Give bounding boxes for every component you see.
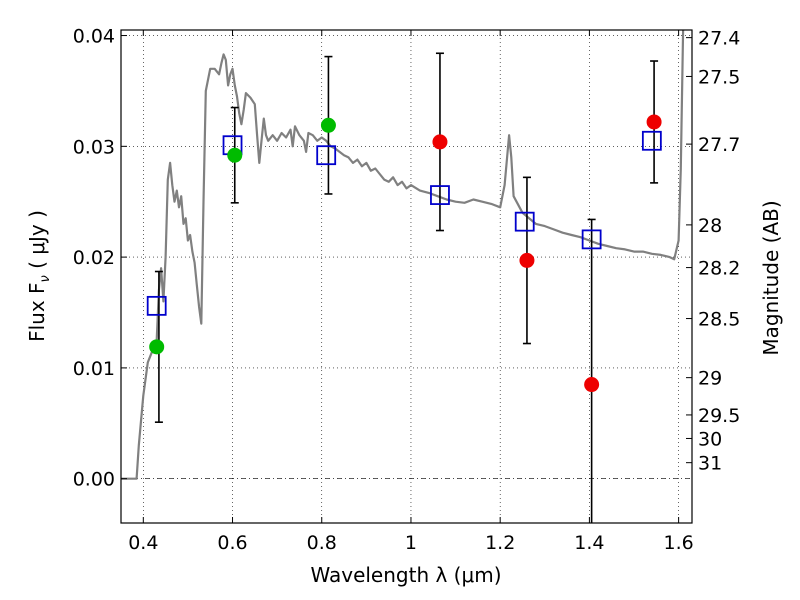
grid-lines xyxy=(121,30,692,523)
x-tick-label: 1.6 xyxy=(664,532,694,554)
observed-flux-point xyxy=(227,147,243,163)
y-tick-label: 0.02 xyxy=(73,247,115,269)
model-flux-square xyxy=(430,185,450,205)
x-tick-label: 0.8 xyxy=(307,532,337,554)
y2-axis-label: Magnitude (AB) xyxy=(759,200,783,355)
magnitude-axis-ticks: 27.4 27.5 27.7 28 28.2 28.5 29 29.530 31 xyxy=(686,28,740,475)
magnitude-tick-label: 31 xyxy=(698,453,722,475)
observed-flux-point xyxy=(519,252,535,268)
y-axis-label: Flux Fν ( μJy ) xyxy=(25,210,53,342)
magnitude-tick-label: 29 xyxy=(698,368,722,390)
magnitude-tick-label: 28.5 xyxy=(698,309,740,331)
y-axis-ticks: 0.00 0.01 0.02 0.03 0.04 xyxy=(73,26,127,491)
observed-flux-point xyxy=(149,339,165,355)
model-flux-square xyxy=(641,130,662,151)
y-axis-label-unit: ( μJy ) xyxy=(25,210,49,275)
model-flux-square xyxy=(316,145,337,166)
magnitude-tick-label: 28.2 xyxy=(698,258,740,280)
x-axis-label: Wavelength λ (μm) xyxy=(310,563,501,587)
y-tick-label: 0.01 xyxy=(73,358,115,380)
plot-frame xyxy=(120,29,693,524)
y-axis-label-subscript: ν xyxy=(38,275,53,282)
y-axis-label-main: Flux F xyxy=(25,282,49,341)
x-tick-label: 1 xyxy=(405,532,417,554)
y-tick-label: 0.00 xyxy=(73,469,115,491)
magnitude-tick-label: 29.5 xyxy=(698,405,740,427)
x-tick-label: 0.6 xyxy=(217,532,247,554)
magnitude-tick-label: 30 xyxy=(698,428,722,450)
magnitude-tick-label: 27.5 xyxy=(698,66,740,88)
observed-flux-point xyxy=(432,134,448,150)
observed-flux-point xyxy=(320,117,336,133)
plot-area xyxy=(121,29,685,523)
magnitude-tick-label: 27.4 xyxy=(698,28,740,50)
x-tick-label: 0.4 xyxy=(128,532,158,554)
model-flux-square xyxy=(146,295,167,316)
magnitude-tick-label: 28 xyxy=(698,215,722,237)
y-tick-label: 0.04 xyxy=(73,26,115,48)
x-tick-label: 1.4 xyxy=(574,532,604,554)
y-tick-label: 0.03 xyxy=(73,136,115,158)
x-tick-label: 1.2 xyxy=(485,532,515,554)
model-flux-square xyxy=(514,211,535,232)
observed-flux-point xyxy=(646,114,662,130)
model-flux-square xyxy=(581,229,602,250)
sed-model-curve xyxy=(121,29,685,480)
x-axis-ticks: 0.4 0.6 0.8 1 1.2 1.4 1.6 xyxy=(128,30,694,554)
observed-flux-point xyxy=(584,377,600,393)
magnitude-tick-label: 27.7 xyxy=(698,134,740,156)
